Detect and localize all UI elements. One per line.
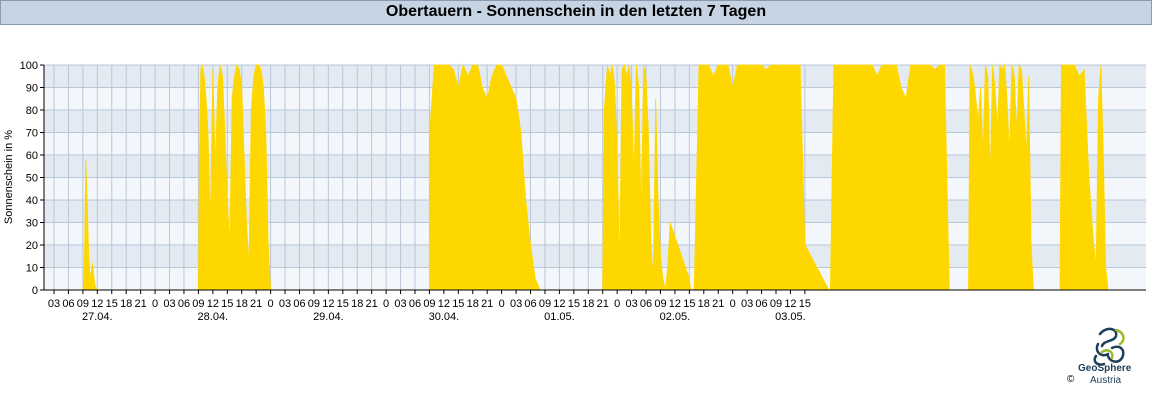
x-tick-label: 12 [322, 298, 334, 310]
x-tick-label: 15 [452, 298, 464, 310]
copyright: © [1067, 374, 1075, 385]
y-tick-label: 10 [26, 263, 38, 275]
x-tick-label: 09 [654, 298, 666, 310]
y-tick-label: 50 [26, 173, 38, 185]
y-tick-label: 60 [26, 150, 38, 162]
x-tick-label: 0 [499, 298, 505, 310]
day-label: 28.04. [198, 311, 229, 323]
y-tick-label: 30 [26, 218, 38, 230]
sunshine-area-series [39, 63, 1109, 291]
x-tick-label: 15 [568, 298, 580, 310]
y-tick-label: 70 [26, 128, 38, 140]
logo-name: GeoSphere [1078, 363, 1132, 374]
day-label: 27.04. [82, 311, 113, 323]
x-tick-label: 12 [207, 298, 219, 310]
x-tick-label: 09 [423, 298, 435, 310]
x-tick-label: 06 [755, 298, 767, 310]
y-tick-label: 40 [26, 195, 38, 207]
x-tick-label: 12 [91, 298, 103, 310]
y-tick-label: 20 [26, 240, 38, 252]
logo-subtitle: Austria [1090, 375, 1122, 386]
y-tick-label: 80 [26, 105, 38, 117]
x-tick-label: 18 [351, 298, 363, 310]
y-axis-label: Sonnenschein in % [3, 130, 15, 224]
x-tick-label: 18 [236, 298, 248, 310]
x-tick-label: 15 [106, 298, 118, 310]
x-tick-label: 18 [467, 298, 479, 310]
day-label: 29.04. [313, 311, 344, 323]
x-tick-label: 03 [48, 298, 60, 310]
x-tick-label: 0 [730, 298, 736, 310]
x-tick-label: 15 [337, 298, 349, 310]
x-tick-label: 06 [524, 298, 536, 310]
x-tick-label: 0 [614, 298, 620, 310]
x-tick-label: 12 [438, 298, 450, 310]
x-tick-label: 21 [481, 298, 493, 310]
title-bar: Obertauern - Sonnenschein in den letzten… [0, 0, 1152, 25]
x-tick-label: 03 [163, 298, 175, 310]
x-tick-label: 15 [683, 298, 695, 310]
x-tick-label: 21 [712, 298, 724, 310]
x-tick-label: 09 [192, 298, 204, 310]
x-tick-label: 21 [366, 298, 378, 310]
x-tick-label: 03 [510, 298, 522, 310]
day-label: 03.05. [775, 311, 806, 323]
x-tick-label: 09 [77, 298, 89, 310]
x-tick-label: 03 [279, 298, 291, 310]
x-tick-label: 06 [409, 298, 421, 310]
y-tick-label: 0 [32, 285, 38, 297]
geosphere-logo-icon [1093, 327, 1125, 366]
x-tick-label: 09 [770, 298, 782, 310]
x-tick-label: 21 [250, 298, 262, 310]
x-tick-label: 03 [625, 298, 637, 310]
x-tick-label: 06 [178, 298, 190, 310]
day-label: 30.04. [429, 311, 460, 323]
x-tick-label: 18 [582, 298, 594, 310]
day-label: 02.05. [660, 311, 691, 323]
x-tick-label: 03 [394, 298, 406, 310]
x-tick-label: 0 [383, 298, 389, 310]
x-tick-label: 18 [698, 298, 710, 310]
x-tick-label: 09 [539, 298, 551, 310]
grid-band [44, 65, 1146, 88]
x-tick-label: 12 [553, 298, 565, 310]
y-tick-label: 100 [20, 60, 38, 72]
y-tick-label: 90 [26, 83, 38, 95]
x-tick-label: 03 [741, 298, 753, 310]
x-tick-label: 12 [669, 298, 681, 310]
x-tick-label: 09 [308, 298, 320, 310]
x-tick-label: 15 [799, 298, 811, 310]
x-tick-label: 0 [152, 298, 158, 310]
x-tick-label: 18 [120, 298, 132, 310]
day-label: 01.05. [544, 311, 575, 323]
x-tick-label: 06 [62, 298, 74, 310]
chart-title: Obertauern - Sonnenschein in den letzten… [385, 3, 767, 20]
x-tick-label: 21 [135, 298, 147, 310]
x-tick-label: 06 [640, 298, 652, 310]
x-tick-label: 0 [268, 298, 274, 310]
x-tick-label: 15 [221, 298, 233, 310]
x-tick-label: 12 [784, 298, 796, 310]
x-tick-label: 21 [597, 298, 609, 310]
x-tick-label: 06 [293, 298, 305, 310]
